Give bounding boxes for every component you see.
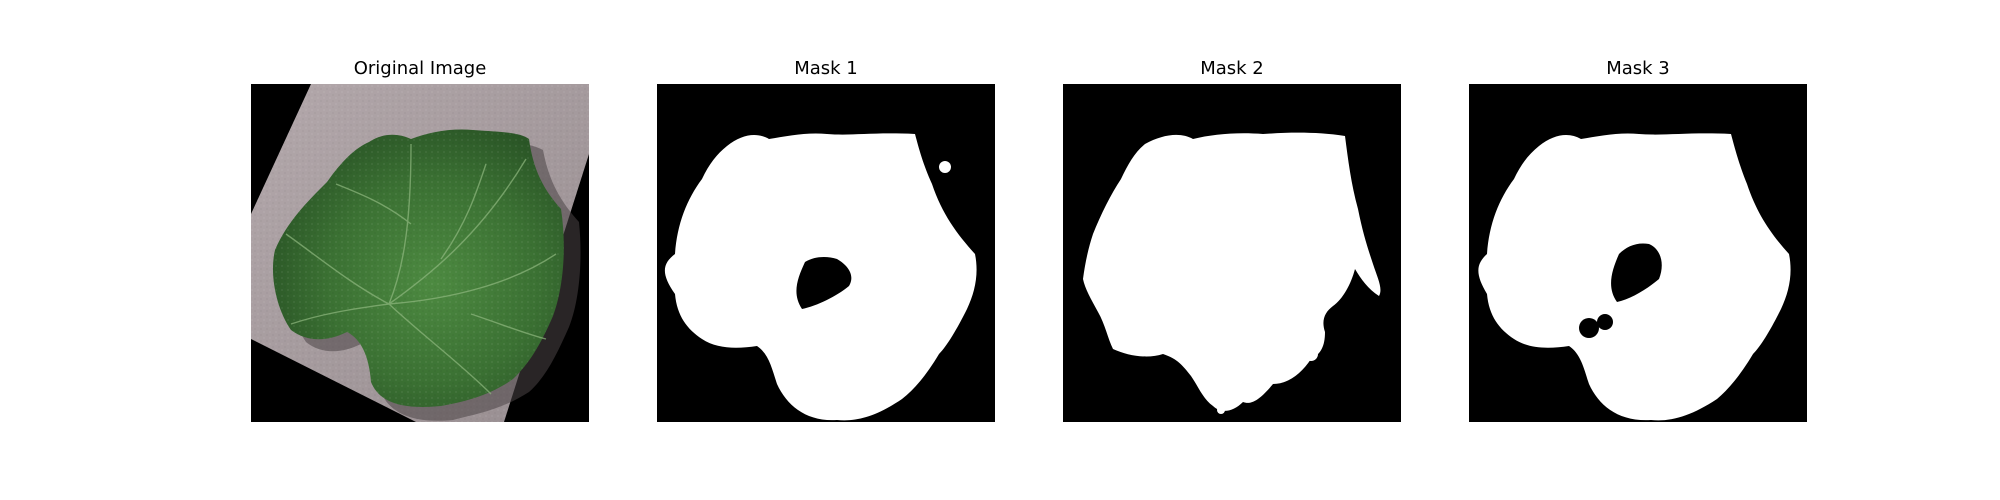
panel-title-mask-3: Mask 3 bbox=[1606, 58, 1670, 79]
panel-mask-3: Mask 3 bbox=[1469, 0, 1807, 500]
panel-mask-1: Mask 1 bbox=[657, 0, 995, 500]
mask-2-image bbox=[1063, 84, 1401, 422]
panel-original-image: Original Image bbox=[251, 0, 589, 500]
panel-title-mask-2: Mask 2 bbox=[1200, 58, 1264, 79]
panel-title-mask-1: Mask 1 bbox=[794, 58, 858, 79]
panel-title-original: Original Image bbox=[353, 58, 487, 79]
mask-3-image bbox=[1469, 84, 1807, 422]
original-leaf-photo bbox=[251, 84, 589, 422]
panel-mask-2: Mask 2 bbox=[1063, 0, 1401, 500]
mask-1-image bbox=[657, 84, 995, 422]
